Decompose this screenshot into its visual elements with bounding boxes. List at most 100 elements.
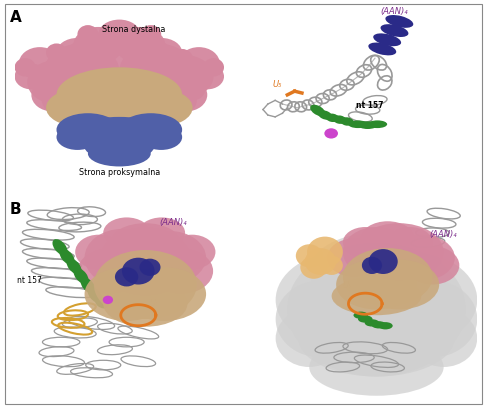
Ellipse shape — [388, 235, 455, 281]
Ellipse shape — [343, 227, 388, 258]
Ellipse shape — [365, 319, 379, 326]
Ellipse shape — [56, 124, 98, 150]
Circle shape — [15, 58, 36, 77]
Ellipse shape — [372, 321, 386, 328]
Ellipse shape — [147, 84, 197, 117]
Circle shape — [180, 78, 205, 100]
Ellipse shape — [75, 75, 130, 104]
Ellipse shape — [85, 267, 169, 321]
Ellipse shape — [298, 300, 455, 377]
Circle shape — [140, 25, 161, 44]
Circle shape — [122, 258, 155, 284]
Ellipse shape — [358, 121, 377, 129]
Ellipse shape — [15, 64, 48, 89]
Ellipse shape — [276, 310, 343, 367]
Ellipse shape — [46, 89, 109, 126]
Ellipse shape — [85, 229, 159, 286]
Ellipse shape — [326, 113, 339, 122]
Ellipse shape — [327, 239, 381, 277]
Ellipse shape — [368, 120, 387, 128]
Ellipse shape — [98, 227, 192, 296]
Ellipse shape — [380, 24, 409, 37]
Ellipse shape — [98, 20, 140, 49]
Ellipse shape — [103, 281, 187, 327]
Ellipse shape — [67, 95, 171, 132]
Ellipse shape — [343, 227, 410, 277]
Circle shape — [369, 249, 398, 274]
Ellipse shape — [119, 113, 182, 146]
Ellipse shape — [27, 60, 86, 104]
Ellipse shape — [276, 252, 410, 348]
Text: nt 157: nt 157 — [17, 276, 41, 285]
Circle shape — [139, 259, 161, 276]
Ellipse shape — [358, 259, 439, 310]
Ellipse shape — [75, 235, 122, 269]
Circle shape — [46, 44, 67, 62]
Ellipse shape — [410, 310, 477, 367]
Ellipse shape — [358, 315, 373, 323]
Ellipse shape — [333, 115, 346, 124]
Ellipse shape — [122, 267, 206, 321]
Text: U₅: U₅ — [342, 281, 352, 290]
Ellipse shape — [361, 221, 414, 256]
Text: B: B — [10, 202, 21, 217]
Circle shape — [362, 257, 382, 274]
Ellipse shape — [130, 89, 193, 126]
Ellipse shape — [110, 223, 180, 262]
Ellipse shape — [119, 44, 195, 99]
Ellipse shape — [103, 217, 150, 248]
Ellipse shape — [276, 281, 365, 357]
Ellipse shape — [373, 33, 401, 46]
Ellipse shape — [287, 242, 466, 377]
Ellipse shape — [56, 38, 98, 67]
Ellipse shape — [336, 259, 417, 310]
Ellipse shape — [318, 110, 332, 120]
Text: (AAN)₄: (AAN)₄ — [430, 230, 457, 239]
Ellipse shape — [140, 38, 182, 67]
Ellipse shape — [368, 42, 396, 55]
Ellipse shape — [151, 55, 213, 98]
Ellipse shape — [53, 239, 68, 255]
Ellipse shape — [309, 233, 444, 310]
Ellipse shape — [115, 27, 166, 64]
Ellipse shape — [59, 249, 75, 265]
Ellipse shape — [61, 31, 178, 97]
Ellipse shape — [343, 252, 477, 348]
Text: Strona dystalna: Strona dystalna — [102, 25, 166, 34]
Ellipse shape — [340, 117, 354, 126]
Circle shape — [320, 256, 343, 275]
Text: (AAN)₄: (AAN)₄ — [380, 7, 408, 16]
Ellipse shape — [131, 231, 206, 284]
Circle shape — [307, 237, 343, 267]
Ellipse shape — [109, 75, 163, 104]
Circle shape — [171, 49, 192, 67]
Ellipse shape — [88, 287, 103, 303]
Ellipse shape — [88, 141, 151, 166]
Ellipse shape — [354, 312, 368, 319]
Ellipse shape — [77, 248, 143, 294]
Text: A: A — [10, 10, 21, 25]
Ellipse shape — [348, 120, 368, 128]
Ellipse shape — [94, 250, 197, 319]
Ellipse shape — [67, 258, 81, 274]
Ellipse shape — [190, 64, 224, 89]
Ellipse shape — [56, 113, 119, 146]
Circle shape — [203, 58, 224, 77]
Ellipse shape — [385, 15, 413, 28]
Ellipse shape — [56, 80, 140, 128]
Ellipse shape — [19, 47, 61, 80]
Ellipse shape — [73, 27, 124, 64]
Ellipse shape — [105, 130, 155, 159]
Ellipse shape — [95, 297, 109, 308]
Circle shape — [296, 244, 323, 267]
Ellipse shape — [406, 246, 459, 284]
Circle shape — [324, 128, 338, 139]
Text: U₅: U₅ — [273, 80, 282, 89]
Ellipse shape — [148, 248, 213, 294]
Text: (AAN)₄: (AAN)₄ — [160, 218, 187, 227]
Circle shape — [305, 248, 336, 275]
Text: Strona proksymalna: Strona proksymalna — [79, 169, 160, 177]
Ellipse shape — [388, 281, 477, 357]
Ellipse shape — [98, 80, 182, 128]
Ellipse shape — [354, 223, 444, 281]
